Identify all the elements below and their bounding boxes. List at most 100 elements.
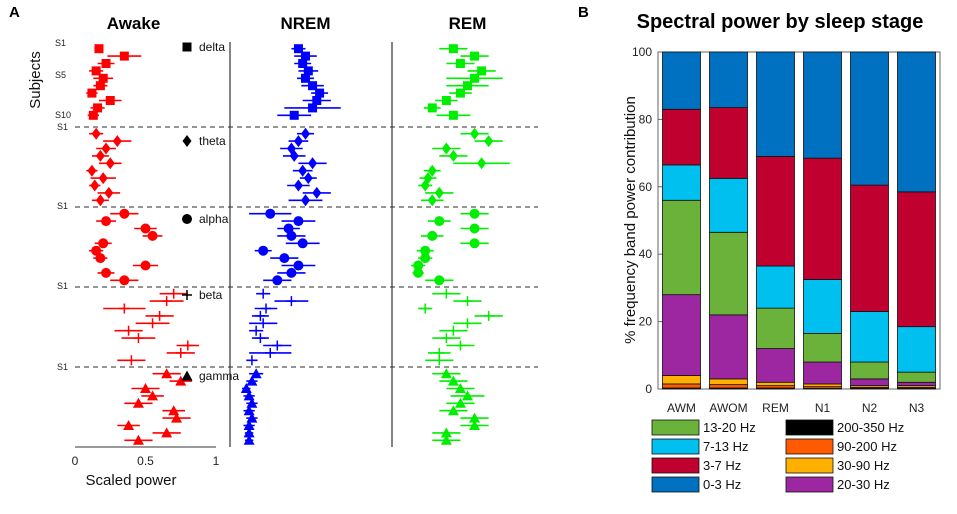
- beta-point: [265, 347, 276, 358]
- legend-label: 7-13 Hz: [703, 439, 749, 454]
- bar-segment: [662, 51, 701, 110]
- bar-segment: [803, 51, 842, 159]
- legend-swatch: [785, 438, 834, 455]
- band-subject-label: S1: [57, 281, 68, 291]
- bar-segment: [709, 51, 748, 109]
- legend-label: 20-30 Hz: [837, 477, 890, 492]
- bar-segment: [803, 383, 842, 388]
- alpha-point: [469, 223, 480, 234]
- gamma-point: [140, 383, 151, 393]
- x-tick-label: 0: [72, 454, 79, 468]
- bar-segment: [897, 381, 936, 387]
- theta-point: [105, 157, 115, 170]
- theta-point: [434, 186, 444, 199]
- theta-point: [289, 149, 299, 162]
- delta-point: [312, 96, 322, 105]
- legend-label: 0-3 Hz: [703, 477, 741, 492]
- delta-point: [88, 110, 98, 120]
- beta-point: [483, 310, 494, 321]
- legend-swatch: [785, 457, 834, 474]
- theta-point: [91, 127, 101, 140]
- delta-point: [448, 44, 458, 54]
- alpha-point: [279, 253, 290, 264]
- beta-point: [441, 288, 452, 299]
- beta-point: [123, 325, 134, 336]
- alpha-legend-marker: [182, 214, 192, 224]
- band-subject-label: S1: [57, 122, 68, 132]
- delta-point: [477, 66, 487, 76]
- plot-frame: [657, 51, 941, 390]
- alpha-point: [469, 208, 480, 219]
- delta-point: [308, 103, 318, 113]
- alpha-point: [293, 260, 304, 271]
- category-label: N3: [909, 401, 925, 415]
- beta-point: [251, 325, 262, 336]
- theta-point: [90, 179, 100, 192]
- delta-point: [289, 110, 299, 120]
- alpha-point: [119, 208, 130, 219]
- alpha-point: [420, 253, 431, 264]
- bar-segment: [662, 383, 701, 389]
- gamma-point: [462, 390, 473, 401]
- legend-swatch: [785, 419, 834, 436]
- alpha-point: [293, 216, 304, 227]
- gamma-point: [161, 368, 173, 379]
- gamma-point: [240, 383, 252, 393]
- panel-letter-b: B: [578, 4, 589, 21]
- legend-label: 30-90 Hz: [837, 458, 890, 473]
- theta-point: [312, 186, 322, 199]
- beta-point: [462, 296, 473, 307]
- gamma-point: [440, 427, 452, 438]
- beta-point: [119, 303, 130, 314]
- legend-label: 90-200 Hz: [837, 439, 897, 454]
- alpha-point: [434, 275, 445, 286]
- gamma-point: [447, 375, 459, 386]
- bar-segment: [709, 314, 748, 380]
- bar-segment: [709, 177, 748, 233]
- delta-point: [119, 51, 129, 61]
- x-tick-label: 0.5: [137, 454, 154, 468]
- beta-point: [455, 340, 466, 351]
- stage-title: Awake: [107, 14, 161, 33]
- subject-label: S1: [55, 38, 66, 48]
- gamma-point: [447, 405, 459, 416]
- beta-point: [434, 355, 445, 366]
- gamma-point: [246, 375, 258, 386]
- band-legend-label: gamma: [199, 369, 239, 383]
- bar-segment: [850, 51, 889, 186]
- delta-point: [293, 44, 303, 54]
- theta-point: [298, 164, 308, 177]
- delta-point: [301, 51, 310, 61]
- beta-point: [246, 355, 257, 366]
- legend-swatch: [785, 476, 834, 493]
- theta-point: [87, 164, 97, 177]
- bar-segment: [803, 332, 842, 363]
- theta-point: [470, 127, 480, 140]
- bar-segment: [662, 164, 701, 201]
- delta-point: [94, 44, 104, 54]
- bar-segment: [897, 326, 936, 373]
- gamma-point: [243, 420, 255, 430]
- alpha-point: [286, 230, 297, 241]
- gamma-point: [454, 397, 466, 408]
- bar-segment: [756, 348, 795, 383]
- category-label: AWM: [667, 401, 696, 415]
- legend-swatch: [651, 457, 700, 474]
- gamma-point: [440, 368, 452, 379]
- band-subject-label: S1: [57, 201, 68, 211]
- delta-legend-marker: [182, 42, 192, 52]
- alpha-point: [258, 245, 269, 256]
- alpha-point: [101, 216, 112, 227]
- bar-segment: [897, 51, 936, 193]
- beta-legend-marker: [182, 290, 192, 300]
- band-legend-label: alpha: [199, 212, 229, 226]
- beta-point: [161, 296, 172, 307]
- gamma-point: [132, 397, 144, 408]
- theta-legend-marker: [182, 135, 192, 147]
- legend-swatch: [651, 438, 700, 455]
- theta-point: [104, 186, 114, 199]
- gamma-point: [168, 405, 180, 416]
- alpha-point: [469, 238, 480, 249]
- delta-point: [427, 103, 437, 113]
